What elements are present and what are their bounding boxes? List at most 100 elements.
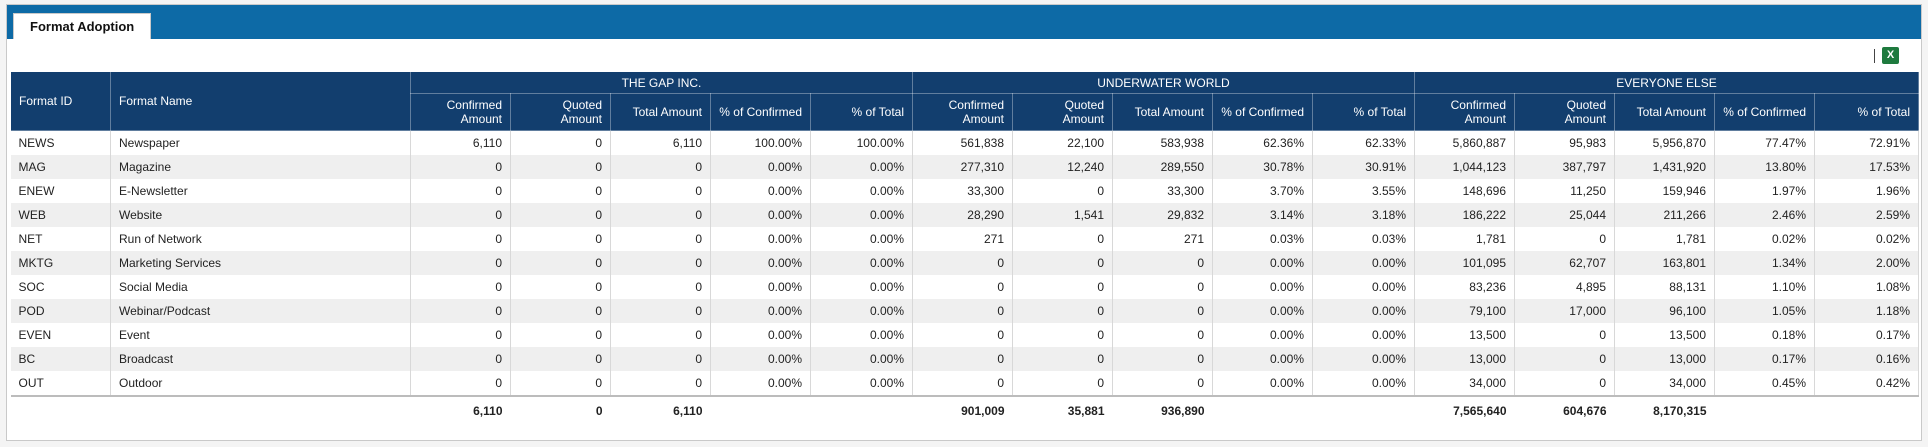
cell-pct-confirmed: 0.00% — [1212, 371, 1313, 396]
cell-pct-confirmed: 62.36% — [1212, 130, 1313, 155]
cell-format-id: BC — [10, 347, 111, 371]
cell-quoted: 1,541 — [1012, 203, 1113, 227]
totals-row: 6,110 0 6,110 901,009 35,881 936,890 7,565,640… — [10, 395, 1919, 425]
cell-quoted: 62,707 — [1514, 251, 1615, 275]
cell-total: 29,832 — [1112, 203, 1213, 227]
total-quoted: 604,676 — [1514, 395, 1615, 425]
cell-quoted: 95,983 — [1514, 130, 1615, 155]
table-row[interactable]: EVEN Event 0 0 0 0.00% 0.00% 0 0 0 0.00% 0.00% 13,50… — [10, 323, 1919, 347]
cell-confirmed: 34,000 — [1414, 371, 1515, 396]
cell-pct-confirmed: 77.47% — [1714, 130, 1815, 155]
cell-pct-total: 0.00% — [810, 227, 913, 251]
col-header-total-amount[interactable]: Total Amount — [610, 93, 711, 131]
cell-format-id: POD — [10, 299, 111, 323]
col-header-pct-total[interactable]: % of Total — [1312, 93, 1415, 131]
table-row[interactable]: OUT Outdoor 0 0 0 0.00% 0.00% 0 0 0 0.00% 0.00% 34,0… — [10, 371, 1919, 396]
cell-confirmed: 5,860,887 — [1414, 130, 1515, 155]
cell-quoted: 0 — [1012, 323, 1113, 347]
cell-confirmed: 0 — [912, 371, 1013, 396]
cell-pct-total: 0.00% — [810, 347, 913, 371]
cell-confirmed: 271 — [912, 227, 1013, 251]
cell-quoted: 12,240 — [1012, 155, 1113, 179]
cell-pct-confirmed: 3.70% — [1212, 179, 1313, 203]
cell-pct-confirmed: 0.00% — [710, 323, 811, 347]
cell-confirmed: 0 — [410, 203, 511, 227]
cell-pct-total: 0.00% — [810, 251, 913, 275]
col-header-pct-confirmed[interactable]: % of Confirmed — [1714, 93, 1815, 131]
tab-bar: Format Adoption — [7, 5, 1921, 39]
cell-total: 211,266 — [1614, 203, 1715, 227]
cell-quoted: 387,797 — [1514, 155, 1615, 179]
toolbar: X — [7, 39, 1921, 69]
cell-format-name: Run of Network — [110, 227, 411, 251]
cell-quoted: 0 — [1514, 371, 1615, 396]
cell-quoted: 0 — [510, 323, 611, 347]
col-header-quoted-amount[interactable]: Quoted Amount — [1514, 93, 1615, 131]
col-header-quoted-amount[interactable]: Quoted Amount — [510, 93, 611, 131]
table-row[interactable]: SOC Social Media 0 0 0 0.00% 0.00% 0 0 0 0.00% 0.00… — [10, 275, 1919, 299]
cell-quoted: 0 — [510, 179, 611, 203]
table-body: NEWS Newspaper 6,110 0 6,110 100.00% 100.00% 56… — [10, 130, 1919, 396]
cell-quoted: 25,044 — [1514, 203, 1615, 227]
cell-quoted: 0 — [1012, 371, 1113, 396]
cell-pct-confirmed: 0.02% — [1714, 227, 1815, 251]
cell-format-id: SOC — [10, 275, 111, 299]
cell-total: 0 — [610, 227, 711, 251]
cell-quoted: 0 — [1012, 299, 1113, 323]
col-header-quoted-amount[interactable]: Quoted Amount — [1012, 93, 1113, 131]
cell-pct-total: 0.16% — [1814, 347, 1919, 371]
cell-pct-total: 100.00% — [810, 130, 913, 155]
col-header-format-id[interactable]: Format ID — [10, 71, 111, 131]
col-header-confirmed-amount[interactable]: Confirmed Amount — [1414, 93, 1515, 131]
col-header-total-amount[interactable]: Total Amount — [1614, 93, 1715, 131]
table-row[interactable]: POD Webinar/Podcast 0 0 0 0.00% 0.00% 0 0 0 0.00% 0… — [10, 299, 1919, 323]
cell-confirmed: 13,500 — [1414, 323, 1515, 347]
excel-export-icon[interactable]: X — [1882, 47, 1899, 64]
cell-pct-confirmed: 0.00% — [1212, 323, 1313, 347]
cell-format-id: WEB — [10, 203, 111, 227]
cell-pct-total: 0.00% — [1312, 275, 1415, 299]
col-header-pct-total[interactable]: % of Total — [810, 93, 913, 131]
subheader-row: Confirmed Amount Quoted Amount Total Amoun… — [11, 93, 1919, 131]
cell-confirmed: 0 — [410, 299, 511, 323]
table-row[interactable]: MAG Magazine 0 0 0 0.00% 0.00% 277,310 12,240 289… — [10, 155, 1919, 179]
cell-pct-total: 0.00% — [810, 299, 913, 323]
cell-format-name: Social Media — [110, 275, 411, 299]
cell-quoted: 4,895 — [1514, 275, 1615, 299]
cell-pct-total: 0.00% — [1312, 347, 1415, 371]
cell-total: 163,801 — [1614, 251, 1715, 275]
cell-format-name: Marketing Services — [110, 251, 411, 275]
cell-format-name: Website — [110, 203, 411, 227]
cell-confirmed: 1,044,123 — [1414, 155, 1515, 179]
cell-pct-total: 0.00% — [810, 275, 913, 299]
table-row[interactable]: WEB Website 0 0 0 0.00% 0.00% 28,290 1,541 29,832… — [10, 203, 1919, 227]
table-row[interactable]: MKTG Marketing Services 0 0 0 0.00% 0.00% 0 0 0 0.… — [10, 251, 1919, 275]
cell-total: 0 — [610, 371, 711, 396]
col-header-total-amount[interactable]: Total Amount — [1112, 93, 1213, 131]
total-confirmed: 7,565,640 — [1414, 395, 1515, 425]
cell-pct-confirmed: 0.00% — [710, 299, 811, 323]
cell-pct-total: 0.02% — [1814, 227, 1919, 251]
cell-total: 0 — [1112, 251, 1213, 275]
table-row[interactable]: ENEW E-Newsletter 0 0 0 0.00% 0.00% 33,300 0 33,3… — [10, 179, 1919, 203]
toolbar-separator — [1874, 49, 1875, 63]
total-confirmed: 6,110 — [410, 395, 511, 425]
cell-pct-total: 3.55% — [1312, 179, 1415, 203]
table-row[interactable]: NEWS Newspaper 6,110 0 6,110 100.00% 100.00% 56… — [10, 130, 1919, 155]
col-header-pct-confirmed[interactable]: % of Confirmed — [710, 93, 811, 131]
table-row[interactable]: NET Run of Network 0 0 0 0.00% 0.00% 271 0 271 0.0… — [10, 227, 1919, 251]
col-header-confirmed-amount[interactable]: Confirmed Amount — [912, 93, 1013, 131]
cell-pct-total: 3.18% — [1312, 203, 1415, 227]
table-row[interactable]: BC Broadcast 0 0 0 0.00% 0.00% 0 0 0 0.00% 0.00% 13,… — [10, 347, 1919, 371]
cell-total: 0 — [610, 347, 711, 371]
col-header-pct-total[interactable]: % of Total — [1814, 93, 1919, 131]
col-header-format-name[interactable]: Format Name — [110, 71, 411, 131]
tab-format-adoption[interactable]: Format Adoption — [13, 13, 152, 39]
cell-format-name: Broadcast — [110, 347, 411, 371]
col-header-pct-confirmed[interactable]: % of Confirmed — [1212, 93, 1313, 131]
cell-total: 96,100 — [1614, 299, 1715, 323]
cell-confirmed: 33,300 — [912, 179, 1013, 203]
col-header-confirmed-amount[interactable]: Confirmed Amount — [410, 93, 511, 131]
cell-total: 0 — [610, 251, 711, 275]
totals-spacer — [710, 395, 913, 425]
